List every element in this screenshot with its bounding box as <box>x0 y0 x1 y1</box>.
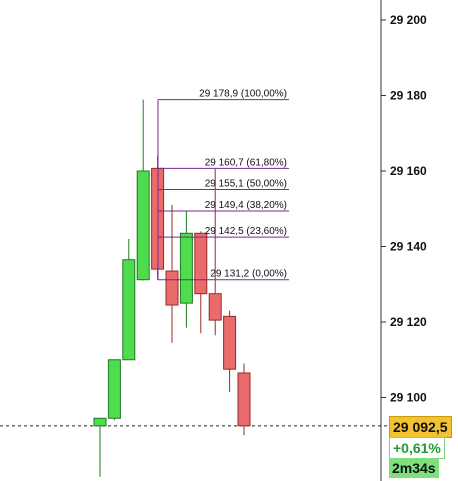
candle-body <box>93 417 107 427</box>
candle-timer-badge: 2m34s <box>389 458 439 478</box>
candle-body <box>107 359 121 419</box>
candle-body <box>208 293 222 321</box>
y-tick-label: 29 200 <box>390 13 427 27</box>
y-tick-label: 29 140 <box>390 240 427 254</box>
price-change-badge: +0,61% <box>389 437 445 459</box>
y-tick-label: 29 120 <box>390 315 427 329</box>
fib-level-label: 29 160,7 (61,80%) <box>205 157 287 168</box>
fibonacci-retracement: 29 178,9 (100,00%) 29 160,7 (61,80%) 29 15… <box>157 89 289 281</box>
fib-level-label: 29 149,4 (38,20%) <box>205 200 287 211</box>
current-price-badge: 29 092,5 <box>389 416 452 438</box>
candle-body <box>165 270 179 306</box>
fib-level-label: 29 131,2 (0,00%) <box>210 269 287 280</box>
y-tick-label: 29 160 <box>390 164 427 178</box>
candle-body <box>179 232 193 304</box>
y-tick-label: 29 100 <box>390 391 427 405</box>
candle-body <box>136 170 150 281</box>
fib-level-label: 29 155,1 (50,00%) <box>205 178 287 189</box>
price-axis-ticks: 29 200 29 180 29 160 29 140 29 120 29 100 <box>381 13 427 405</box>
candle-body <box>223 315 237 370</box>
y-tick-label: 29 180 <box>390 89 427 103</box>
candle-body <box>122 259 136 361</box>
candles <box>93 99 251 477</box>
fib-level-label: 29 178,9 (100,00%) <box>199 89 287 100</box>
fib-level-label: 29 142,5 (23,60%) <box>205 226 287 237</box>
candle-body <box>237 372 251 427</box>
candle-body <box>194 232 208 295</box>
